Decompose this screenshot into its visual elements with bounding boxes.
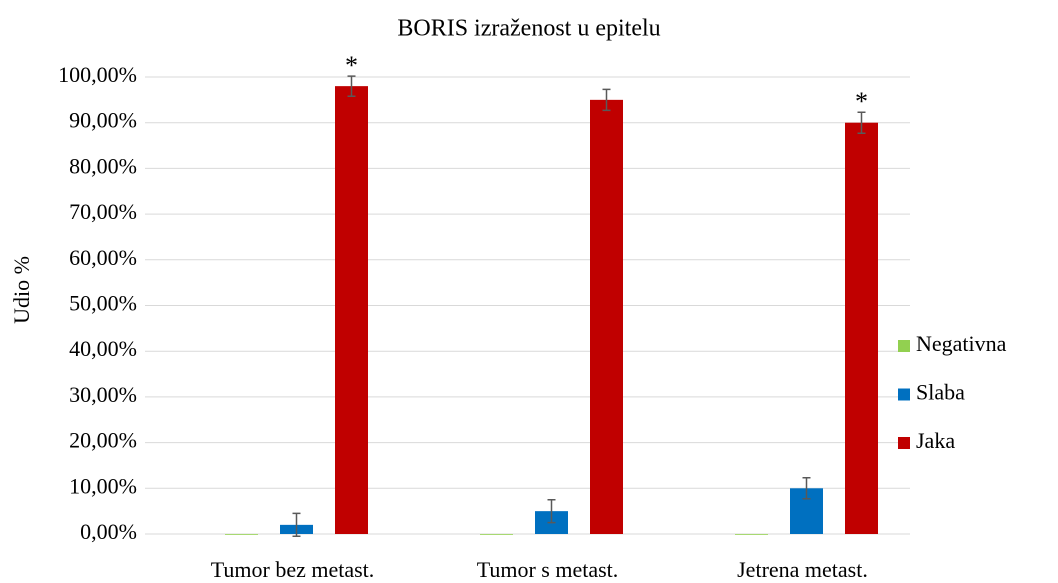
bar xyxy=(225,534,258,535)
error-bar xyxy=(547,498,556,524)
bar xyxy=(735,534,768,535)
bar xyxy=(845,122,878,534)
y-tick-label: 40,00% xyxy=(69,336,137,361)
y-tick-label: 80,00% xyxy=(69,153,137,178)
y-axis-label: Udio % xyxy=(9,256,34,324)
error-bar xyxy=(292,512,301,538)
error-bar xyxy=(602,88,611,112)
bar xyxy=(480,534,513,535)
y-tick-label: 100,00% xyxy=(58,62,137,87)
x-tick-label: Tumor bez metast. xyxy=(211,557,375,582)
legend-label: Slaba xyxy=(916,380,965,405)
legend-swatch xyxy=(898,340,910,352)
legend-swatch xyxy=(898,388,910,401)
bar xyxy=(335,86,368,534)
x-tick-label: Tumor s metast. xyxy=(477,557,619,582)
legend-swatch xyxy=(898,437,910,449)
y-tick-label: 30,00% xyxy=(69,382,137,407)
annotation: * xyxy=(345,51,358,80)
error-bar xyxy=(347,75,356,97)
y-tick-label: 70,00% xyxy=(69,199,137,224)
error-bar xyxy=(802,477,811,500)
y-tick-label: 90,00% xyxy=(69,108,137,133)
y-tick-label: 50,00% xyxy=(69,291,137,316)
legend-label: Jaka xyxy=(916,428,955,453)
legend-label: Negativna xyxy=(916,331,1007,356)
y-tick-label: 0,00% xyxy=(80,519,137,544)
chart-title: BORIS izraženost u epitelu xyxy=(397,16,660,42)
error-bar xyxy=(857,111,866,134)
annotation: * xyxy=(855,87,868,116)
bar xyxy=(590,99,623,534)
y-tick-label: 20,00% xyxy=(69,428,137,453)
y-tick-label: 10,00% xyxy=(69,473,137,498)
y-tick-label: 60,00% xyxy=(69,245,137,270)
x-tick-label: Jetrena metast. xyxy=(737,557,868,582)
